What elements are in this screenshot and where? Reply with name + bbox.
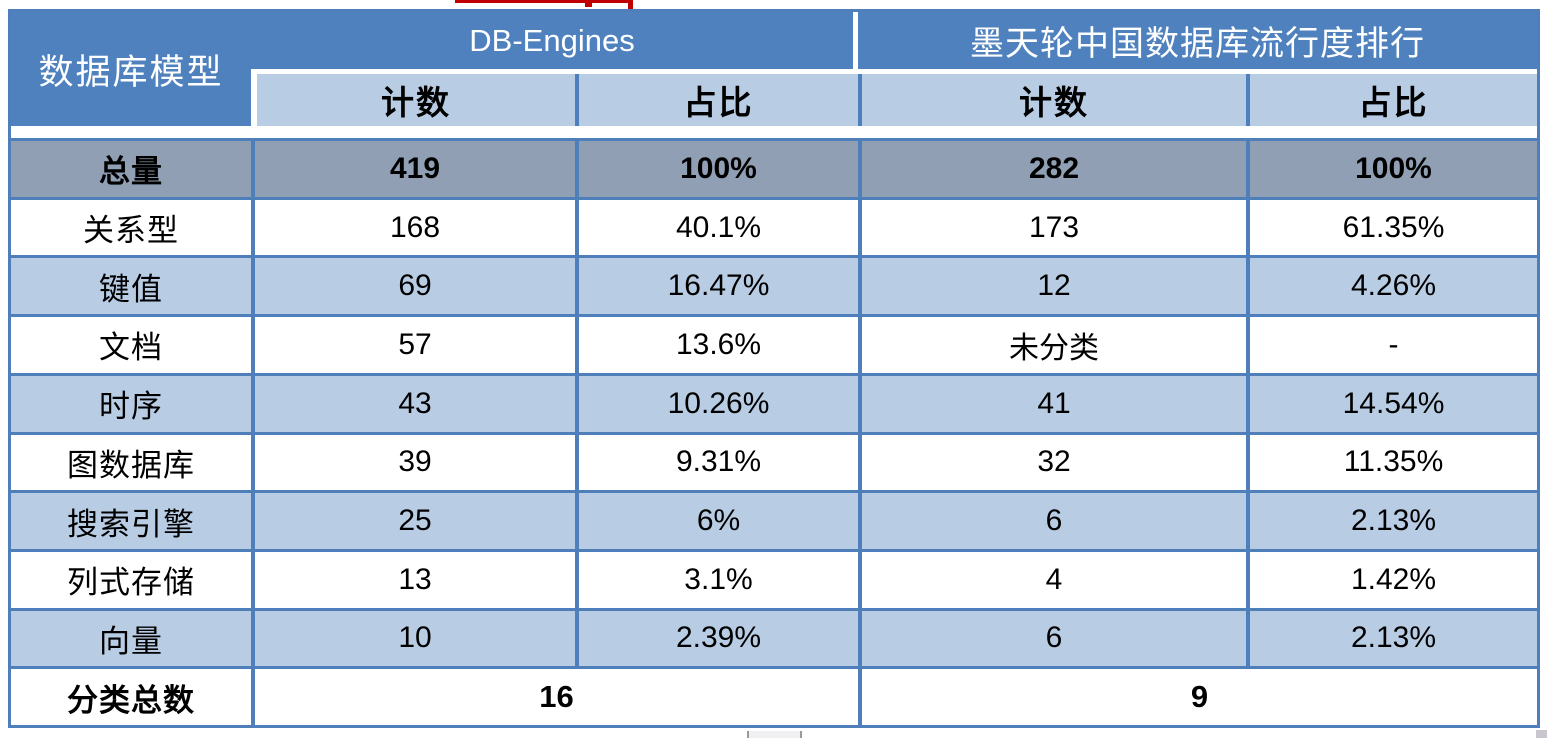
- cell-modb-count: 173: [858, 199, 1246, 256]
- cell-db-share: 100%: [575, 141, 858, 197]
- cell-modb-count: 32: [858, 434, 1246, 491]
- row-label: 向量: [99, 623, 163, 659]
- cell-modb-share: 61.35%: [1246, 199, 1537, 256]
- row-label: 文档: [99, 330, 163, 366]
- red-annotation-tick-end: [628, 0, 633, 9]
- cell-db-share: 16.47%: [575, 258, 858, 315]
- cell-modb-share: 2.13%: [1246, 610, 1537, 667]
- table-row-category-totals: 分类总数 16 9: [11, 666, 1537, 726]
- table-row-columnar: 列式存储 13 3.1% 4 1.42%: [11, 548, 1537, 608]
- cell-db-category-total: 16: [251, 669, 858, 726]
- cell-db-count: 57: [251, 317, 575, 373]
- cell-db-count: 25: [251, 493, 575, 549]
- header-gap: [251, 69, 1537, 74]
- table-row-key-value: 键值 69 16.47% 12 4.26%: [11, 255, 1537, 315]
- cell-modb-share: 14.54%: [1246, 375, 1537, 432]
- column-header-row: 计数 占比 计数 占比: [251, 74, 1537, 126]
- cell-modb-share: 1.42%: [1246, 551, 1537, 608]
- cell-modb-count: 6: [858, 493, 1246, 549]
- table-row-vector: 向量 10 2.39% 6 2.13%: [11, 607, 1537, 667]
- row-label: 图数据库: [67, 447, 195, 483]
- cell-modb-share: 11.35%: [1246, 434, 1537, 491]
- header-right-block: DB-Engines 墨天轮中国数据库流行度排行 计数 占比 计数 占比: [251, 12, 1537, 126]
- cell-modb-count: 41: [858, 375, 1246, 432]
- cell-db-share: 40.1%: [575, 199, 858, 256]
- cell-db-share: 10.26%: [575, 375, 858, 432]
- cell-modb-count: 12: [858, 258, 1246, 315]
- cell-modb-count: 4: [858, 551, 1246, 608]
- cell-modb-count: 未分类: [858, 317, 1246, 373]
- cell-modb-count: 282: [858, 141, 1246, 197]
- cell-modb-share: 2.13%: [1246, 493, 1537, 549]
- table-row-search-engine: 搜索引擎 25 6% 6 2.13%: [11, 490, 1537, 549]
- cell-db-count: 39: [251, 434, 575, 491]
- cell-db-share: 2.39%: [575, 610, 858, 667]
- column-header-db-count: 计数: [251, 74, 575, 126]
- corner-header-cell: 数据库模型: [11, 12, 251, 126]
- column-header-db-share: 占比: [575, 74, 858, 126]
- section-header-db-engines: DB-Engines: [251, 12, 853, 69]
- table-row-time-series: 时序 43 10.26% 41 14.54%: [11, 372, 1537, 432]
- table-row-document: 文档 57 13.6% 未分类 -: [11, 314, 1537, 373]
- cell-db-count: 168: [251, 199, 575, 256]
- table-body: 总量 419 100% 282 100% 关系型 168 40.1% 173 6…: [11, 138, 1537, 726]
- row-label: 关系型: [83, 213, 179, 249]
- red-annotation-line: [455, 0, 633, 3]
- table-row-relational: 关系型 168 40.1% 173 61.35%: [11, 196, 1537, 256]
- cell-db-count: 419: [251, 141, 575, 197]
- section-header-modb-ranking: 墨天轮中国数据库流行度排行: [858, 12, 1537, 69]
- cell-db-share: 3.1%: [575, 551, 858, 608]
- cell-modb-count: 6: [858, 610, 1246, 667]
- row-label: 总量: [99, 154, 163, 190]
- header-body-gap: [11, 126, 1537, 138]
- section-title-row: DB-Engines 墨天轮中国数据库流行度排行: [251, 12, 1537, 69]
- cell-db-share: 6%: [575, 493, 858, 549]
- cell-db-share: 9.31%: [575, 434, 858, 491]
- table-header: 数据库模型 DB-Engines 墨天轮中国数据库流行度排行 计数 占比 计数 …: [11, 12, 1537, 126]
- row-label: 时序: [99, 389, 163, 425]
- scrollbar-corner-fragment: [1536, 730, 1547, 738]
- cell-modb-share: 100%: [1246, 141, 1537, 197]
- cell-db-count: 13: [251, 551, 575, 608]
- scrollbar-thumb-fragment[interactable]: [747, 731, 802, 738]
- row-label: 分类总数: [67, 682, 195, 718]
- column-header-modb-share: 占比: [1246, 74, 1537, 126]
- row-label: 键值: [99, 271, 163, 307]
- column-header-modb-count: 计数: [858, 74, 1246, 126]
- cell-db-count: 69: [251, 258, 575, 315]
- cell-db-count: 10: [251, 610, 575, 667]
- cell-modb-category-total: 9: [858, 669, 1537, 726]
- table-row-total: 总量 419 100% 282 100%: [11, 138, 1537, 197]
- red-annotation-tick: [585, 0, 592, 7]
- row-label: 搜索引擎: [67, 506, 195, 542]
- row-label: 列式存储: [67, 565, 195, 601]
- section-divider: [853, 12, 858, 69]
- cell-modb-share: 4.26%: [1246, 258, 1537, 315]
- database-model-comparison-table: 数据库模型 DB-Engines 墨天轮中国数据库流行度排行 计数 占比 计数 …: [8, 9, 1540, 728]
- table-row-graph: 图数据库 39 9.31% 32 11.35%: [11, 431, 1537, 491]
- cell-db-count: 43: [251, 375, 575, 432]
- cell-db-share: 13.6%: [575, 317, 858, 373]
- cell-modb-share: -: [1246, 317, 1537, 373]
